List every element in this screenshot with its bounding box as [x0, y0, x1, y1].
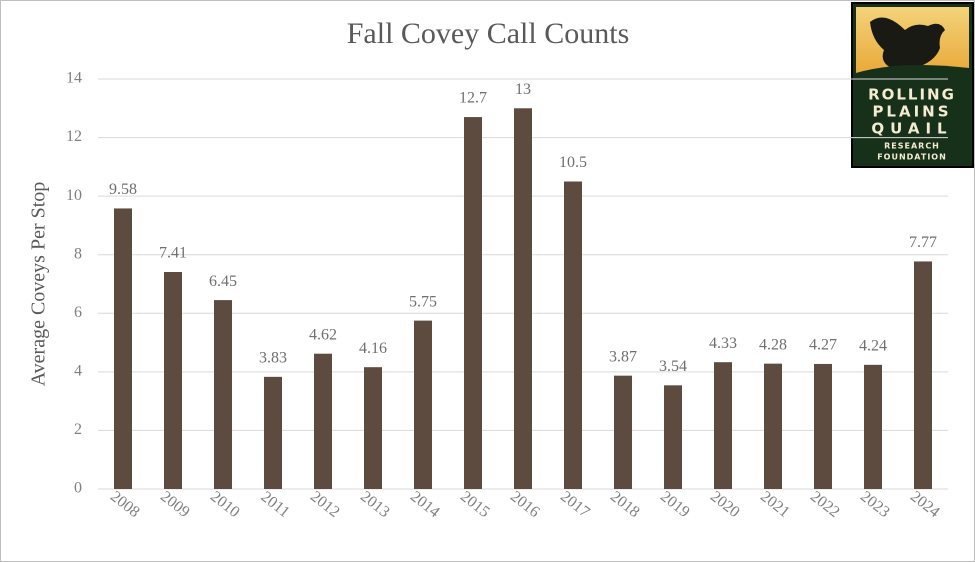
bar	[164, 271, 182, 489]
data-label: 10.5	[559, 154, 587, 171]
logo-text: FOUNDATION	[877, 153, 947, 162]
bar	[314, 353, 332, 489]
logo	[851, 2, 974, 168]
bar	[664, 385, 682, 489]
y-tick-label: 12	[66, 128, 82, 145]
data-label: 3.54	[659, 358, 687, 375]
data-label: 4.16	[359, 340, 387, 357]
logo-text: RESEARCH	[884, 142, 940, 151]
logo-ground	[856, 64, 969, 80]
data-label: 3.87	[609, 348, 637, 365]
bar	[614, 375, 632, 489]
logo-text: QUAIL	[871, 120, 952, 138]
bar	[364, 367, 382, 489]
data-label: 4.33	[709, 335, 737, 352]
chart-title: Fall Covey Call Counts	[347, 17, 630, 50]
y-tick-label: 8	[74, 245, 82, 262]
bar	[914, 261, 932, 489]
data-label: 6.45	[209, 273, 237, 290]
data-label: 12.7	[459, 90, 487, 107]
data-label: 7.41	[159, 245, 187, 262]
bar	[714, 362, 732, 489]
data-label: 5.75	[409, 293, 437, 310]
data-label: 4.24	[859, 338, 887, 355]
logo-text: ROLLING	[868, 86, 956, 104]
bar	[764, 363, 782, 489]
data-label: 7.77	[909, 234, 937, 251]
data-label: 4.28	[759, 336, 787, 353]
y-tick-label: 0	[74, 480, 82, 497]
y-tick-label: 4	[74, 363, 82, 380]
y-axis-label: Average Coveys Per Stop	[28, 182, 50, 387]
bar	[464, 117, 482, 490]
bar	[414, 320, 432, 489]
bar	[114, 208, 132, 489]
data-label: 13	[515, 81, 531, 98]
data-label: 3.83	[259, 350, 287, 367]
bar	[214, 300, 232, 489]
data-label: 4.27	[809, 337, 837, 354]
logo-quail	[870, 17, 945, 70]
y-tick-label: 14	[66, 70, 82, 87]
bar	[864, 364, 882, 489]
y-tick-label: 6	[74, 304, 82, 321]
bar	[514, 108, 532, 490]
y-tick-label: 2	[74, 421, 82, 438]
logo-text: PLAINS	[872, 103, 951, 121]
data-label: 4.62	[309, 326, 337, 343]
bar	[814, 363, 832, 489]
bar	[264, 376, 282, 489]
bar	[564, 181, 582, 489]
y-tick-label: 10	[66, 187, 82, 204]
data-label: 9.58	[109, 181, 137, 198]
